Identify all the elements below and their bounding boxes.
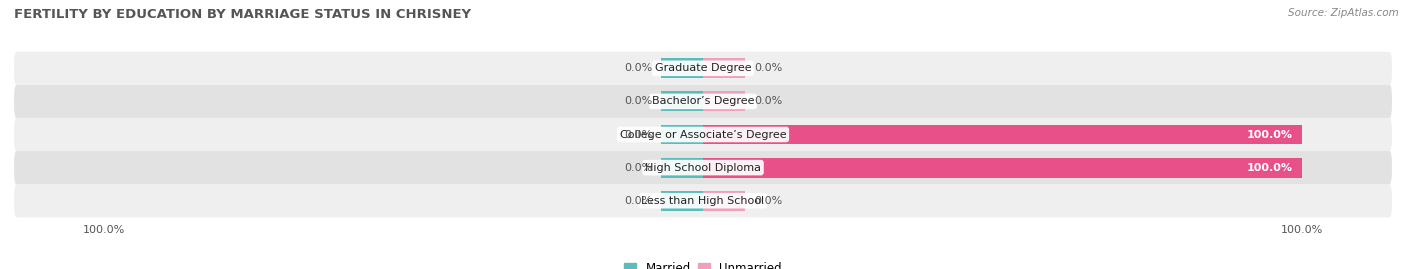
Bar (661, 158, 703, 178)
Text: 0.0%: 0.0% (754, 63, 782, 73)
FancyBboxPatch shape (14, 52, 1392, 85)
Bar (661, 91, 703, 111)
Bar (661, 125, 703, 144)
Text: Source: ZipAtlas.com: Source: ZipAtlas.com (1288, 8, 1399, 18)
Text: 0.0%: 0.0% (624, 63, 652, 73)
Bar (703, 125, 1302, 144)
Legend: Married, Unmarried: Married, Unmarried (620, 258, 786, 269)
Bar (703, 191, 745, 211)
Bar (703, 91, 745, 111)
Text: Less than High School: Less than High School (641, 196, 765, 206)
Text: 0.0%: 0.0% (624, 196, 652, 206)
Bar (703, 158, 1302, 178)
Text: 0.0%: 0.0% (754, 196, 782, 206)
Bar (661, 191, 703, 211)
Text: Bachelor’s Degree: Bachelor’s Degree (652, 96, 754, 107)
FancyBboxPatch shape (14, 151, 1392, 184)
Text: 0.0%: 0.0% (754, 96, 782, 107)
FancyBboxPatch shape (14, 184, 1392, 217)
Text: FERTILITY BY EDUCATION BY MARRIAGE STATUS IN CHRISNEY: FERTILITY BY EDUCATION BY MARRIAGE STATU… (14, 8, 471, 21)
Text: 0.0%: 0.0% (624, 129, 652, 140)
Text: High School Diploma: High School Diploma (645, 162, 761, 173)
FancyBboxPatch shape (14, 118, 1392, 151)
Text: 100.0%: 100.0% (1247, 162, 1294, 173)
Text: 0.0%: 0.0% (624, 96, 652, 107)
FancyBboxPatch shape (14, 85, 1392, 118)
Text: 100.0%: 100.0% (1247, 129, 1294, 140)
Text: College or Associate’s Degree: College or Associate’s Degree (620, 129, 786, 140)
Bar (703, 58, 745, 78)
Text: Graduate Degree: Graduate Degree (655, 63, 751, 73)
Bar (661, 58, 703, 78)
Text: 0.0%: 0.0% (624, 162, 652, 173)
